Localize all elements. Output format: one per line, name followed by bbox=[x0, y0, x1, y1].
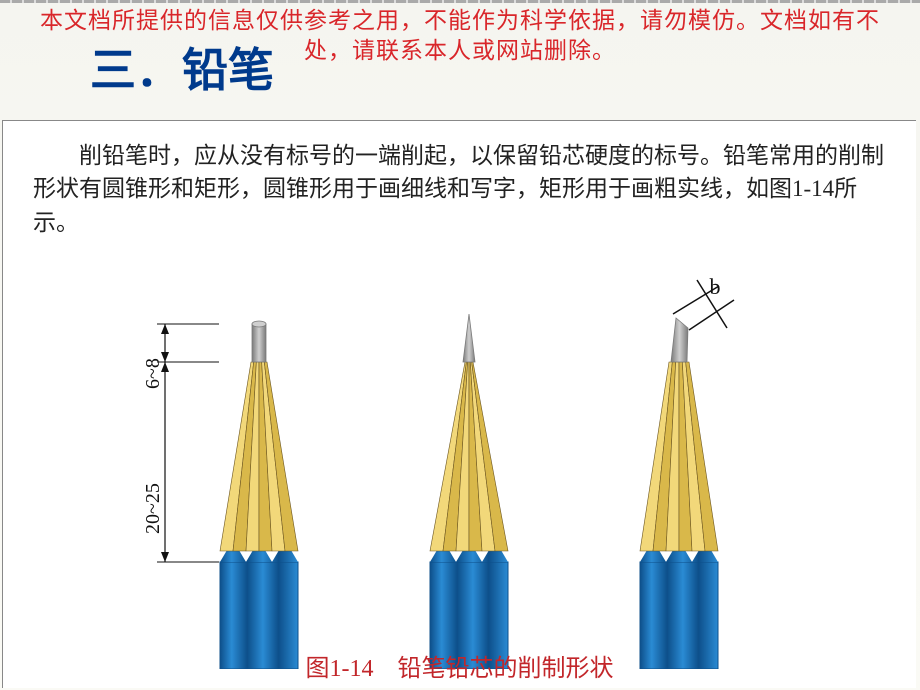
body-paragraph: 削铅笔时，应从没有标号的一端削起，以保留铅芯硬度的标号。铅笔常用的削制形状有圆锥… bbox=[3, 121, 916, 249]
slide-top-border bbox=[0, 0, 920, 3]
chisel-width-label: b bbox=[710, 274, 721, 300]
dim-lead-length: 6~8 bbox=[142, 358, 165, 389]
content-area: 削铅笔时，应从没有标号的一端削起，以保留铅芯硬度的标号。铅笔常用的削制形状有圆锥… bbox=[2, 120, 916, 688]
disclaimer-text: 本文档所提供的信息仅供参考之用，不能作为科学依据，请勿模仿。文档如有不 处，请联… bbox=[0, 6, 920, 66]
pencils-illustration bbox=[60, 269, 860, 669]
figure-caption: 图1-14 铅笔铅芯的削制形状 bbox=[60, 648, 860, 683]
dim-sharpen-length: 20~25 bbox=[142, 483, 165, 534]
disclaimer-line1: 本文档所提供的信息仅供参考之用，不能作为科学依据，请勿模仿。文档如有不 bbox=[40, 8, 880, 33]
disclaimer-line2: 处，请联系本人或网站删除。 bbox=[304, 38, 616, 63]
figure-1-14: 6~8 20~25 b 图1-14 铅笔铅芯的削制形状 bbox=[60, 269, 860, 679]
